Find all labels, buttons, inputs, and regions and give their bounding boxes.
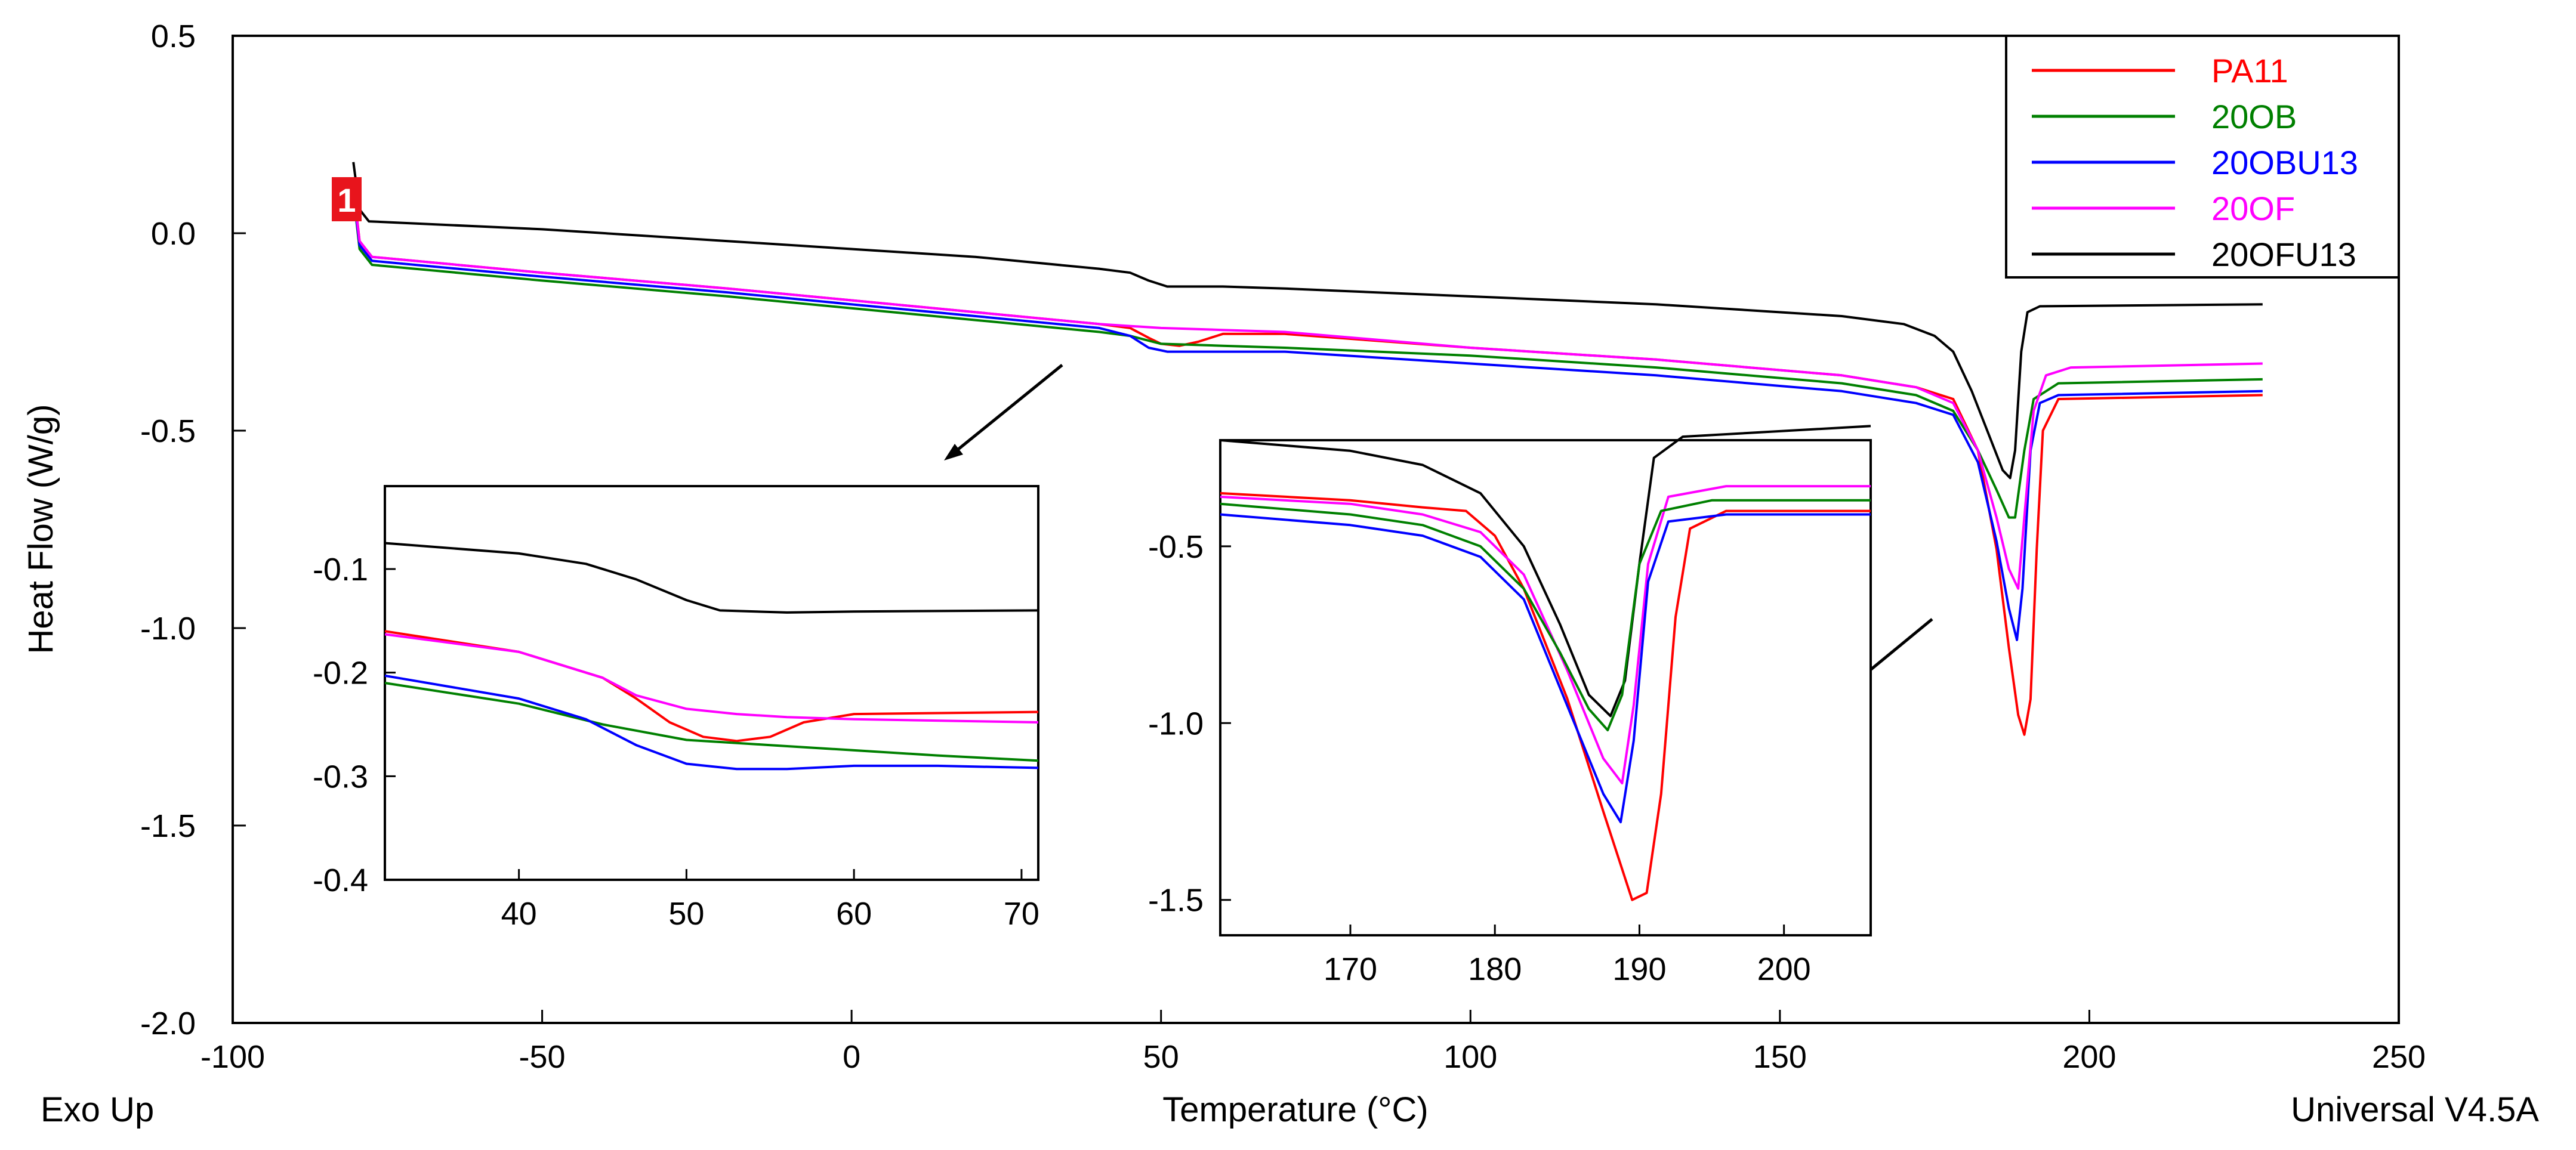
inset-right-x-tick-label-190: 190 [1612,951,1666,987]
inset-left-x-tick-label-40: 40 [501,896,537,932]
main-y-tick-label--0-5: -0.5 [140,413,196,449]
arrow-head-left [944,444,963,460]
inset-right-x-tick-label-180: 180 [1468,951,1522,987]
software-version-label: Universal V4.5A [2291,1090,2539,1129]
inset-left-frame [384,485,1039,881]
main-series-20ofu13 [352,162,2263,480]
main-y-tick-label-0-5: 0.5 [151,18,196,54]
legend: PA11 20OB 20OBU13 20OF 20OFU13 [2032,52,2358,273]
legend-label-20ofu13: 20OFU13 [2211,236,2356,273]
marker-1-box [332,177,362,221]
main-x-tick-label-0: 0 [843,1039,860,1075]
inset-right-x-tick-label-200: 200 [1757,951,1811,987]
main-y-tick-label--1-5: -1.5 [140,808,196,844]
inset-left-series-20ofu13 [384,542,1039,614]
main-series-20ob [352,193,2263,519]
legend-box [2005,35,2400,279]
main-series-20of [352,189,2263,590]
inset-left-ticks: 40 50 60 70 -0.1 -0.2 -0.3 -0.4 [313,552,1039,932]
inset-left-y-tick-label--0-4: -0.4 [313,862,368,898]
inset-right-series-group [1220,425,1871,901]
inset-left-x-tick-label-50: 50 [668,896,704,932]
main-x-tick-label--50: -50 [519,1039,566,1075]
inset-left-x-tick-label-60: 60 [836,896,872,932]
main-series-20obu13 [352,193,2263,641]
main-y-tick-label--1: -1.0 [140,611,196,647]
main-x-tick-label-50: 50 [1143,1039,1179,1075]
main-ticks: -100 -50 0 50 100 150 200 2500.50.0-0.5-1.0-1.5… [140,18,2426,1075]
inset-right-series-20ob [1220,499,1871,732]
main-y-tick-label-0: 0.0 [151,216,196,252]
main-x-tick-label-100: 100 [1443,1039,1497,1075]
inset-right-ticks: 170 180 190 200 -0.5 -1.0 -1.5 [1148,529,1811,987]
main-x-tick-label-250: 250 [2372,1039,2426,1075]
main-series-group [352,162,2263,736]
main-x-tick-label--100: -100 [200,1039,265,1075]
y-axis-title: Heat Flow (W/g) [21,404,60,654]
inset-right-series-20obu13 [1220,513,1871,824]
inset-left-y-tick-label--0-1: -0.1 [313,552,368,588]
inset-left-series-20of [384,633,1039,724]
inset-right-y-tick-label--1-5: -1.5 [1148,883,1204,919]
inset-left-x-tick-label-70: 70 [1004,896,1039,932]
inset-right-y-tick-label--1: -1.0 [1148,706,1204,741]
main-x-tick-label-150: 150 [1753,1039,1807,1075]
marker-1-label: 1 [337,181,356,219]
legend-label-20ob: 20OB [2211,98,2297,135]
inset-left-series-20ob [384,682,1039,762]
inset-left-y-tick-label--0-3: -0.3 [313,759,368,795]
exo-up-label: Exo Up [41,1090,154,1129]
main-y-tick-label--2: -2.0 [140,1006,196,1041]
inset-right-x-tick-label-170: 170 [1324,951,1377,987]
legend-label-pa11: PA11 [2211,52,2288,89]
arrow-to-left-inset [951,364,1063,456]
inset-right-series-20ofu13 [1220,425,1871,718]
legend-label-20obu13: 20OBU13 [2211,144,2358,181]
inset-left-series-group [384,542,1039,771]
main-x-tick-label-200: 200 [2062,1039,2116,1075]
inset-left-y-tick-label--0-2: -0.2 [313,656,368,691]
inset-right-y-tick-label--0-5: -0.5 [1148,529,1204,565]
inset-right-series-20of [1220,485,1871,785]
legend-label-20of: 20OF [2211,190,2295,227]
inset-left-series-20obu13 [384,674,1039,771]
inset-right-series-pa11 [1220,491,1871,901]
x-axis-title: Temperature (°C) [1162,1090,1428,1129]
